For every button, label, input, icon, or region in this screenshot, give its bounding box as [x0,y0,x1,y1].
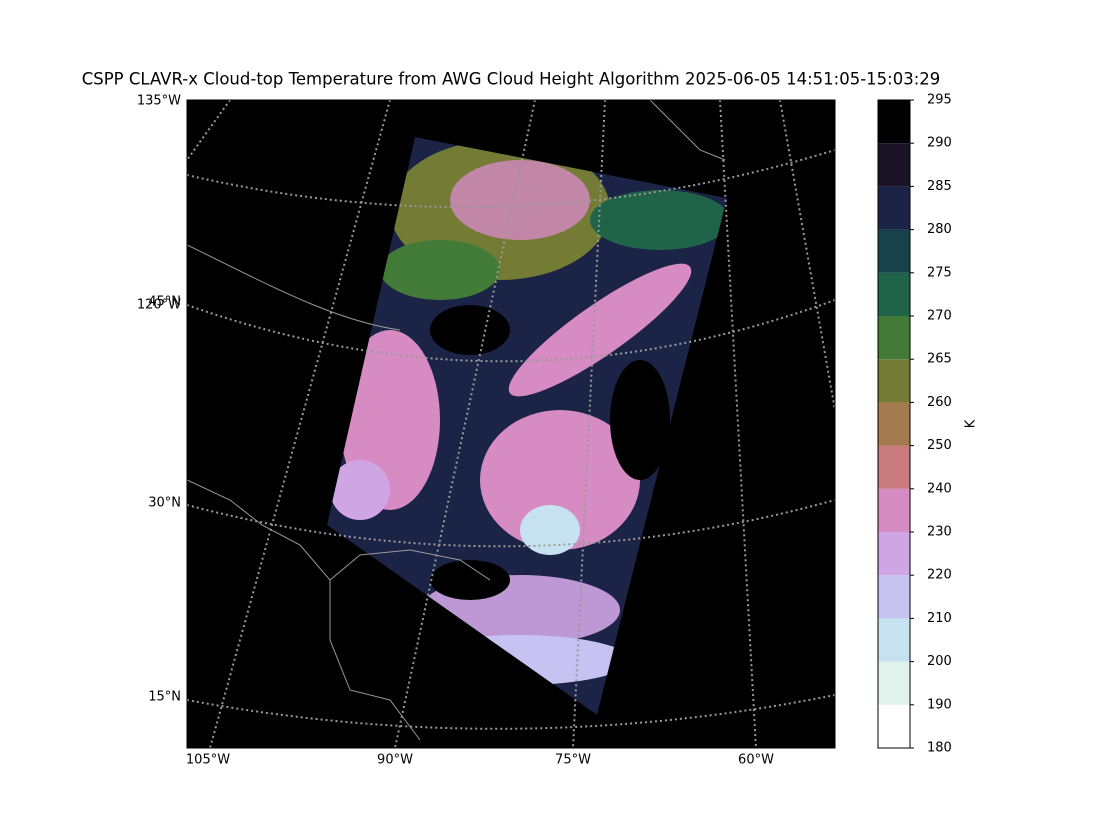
colorbar-frame [877,99,911,749]
colorbar-segment [878,488,910,532]
colorbar-tick-label: 240 [927,481,952,496]
colorbar-tick-label: 200 [927,654,952,669]
colorbar-segment [878,100,910,144]
map-frame [186,99,836,749]
colorbar-tick-label: 270 [927,309,952,324]
coastlines [187,100,726,741]
colorbar-tick-label: 210 [927,611,952,626]
lon-label: 75°W [555,753,591,768]
colorbar-segment [878,575,910,619]
colorbar-tick-label: 180 [927,741,952,756]
colorbar-segment [878,704,910,748]
lat-label: 120°W [137,298,181,313]
colorbar-tick-label: 260 [927,395,952,410]
colorbar-tick-label: 220 [927,568,952,583]
colorbar-segment [878,532,910,576]
colorbar-label: K [964,419,979,428]
colorbar-tick-label: 275 [927,265,952,280]
colorbar-tick-label: 230 [927,525,952,540]
lon-label: 60°W [738,753,774,768]
colorbar-tick-label: 190 [927,697,952,712]
colorbar-segment [878,618,910,662]
colorbar-segment [878,186,910,230]
colorbar-segment [878,316,910,360]
colorbar-tick-label: 280 [927,222,952,237]
lon-label: 90°W [377,753,413,768]
colorbar-tick-label: 265 [927,352,952,367]
colorbar-tick-label: 295 [927,93,952,108]
colorbar-segment [878,143,910,187]
colorbar-segment [878,402,910,446]
cloud-swath [327,137,727,715]
colorbar-tick-label: 290 [927,136,952,151]
colorbar-segment [878,445,910,489]
colorbar-segment [878,229,910,273]
colorbar-tick-label: 250 [927,438,952,453]
graticule [187,100,835,748]
lat-label: 45°N [148,295,181,310]
title: CSPP CLAVR-x Cloud-top Temperature from … [82,70,941,89]
lat-label: 135°W [137,94,181,109]
lat-label: 15°N [148,690,181,705]
colorbar-segment [878,359,910,403]
lat-label: 30°N [148,496,181,511]
map-area [187,100,835,748]
lon-label: 105°W [186,753,230,768]
colorbar-segment [878,272,910,316]
colorbar-tick-label: 285 [927,179,952,194]
colorbar-segment [878,661,910,705]
